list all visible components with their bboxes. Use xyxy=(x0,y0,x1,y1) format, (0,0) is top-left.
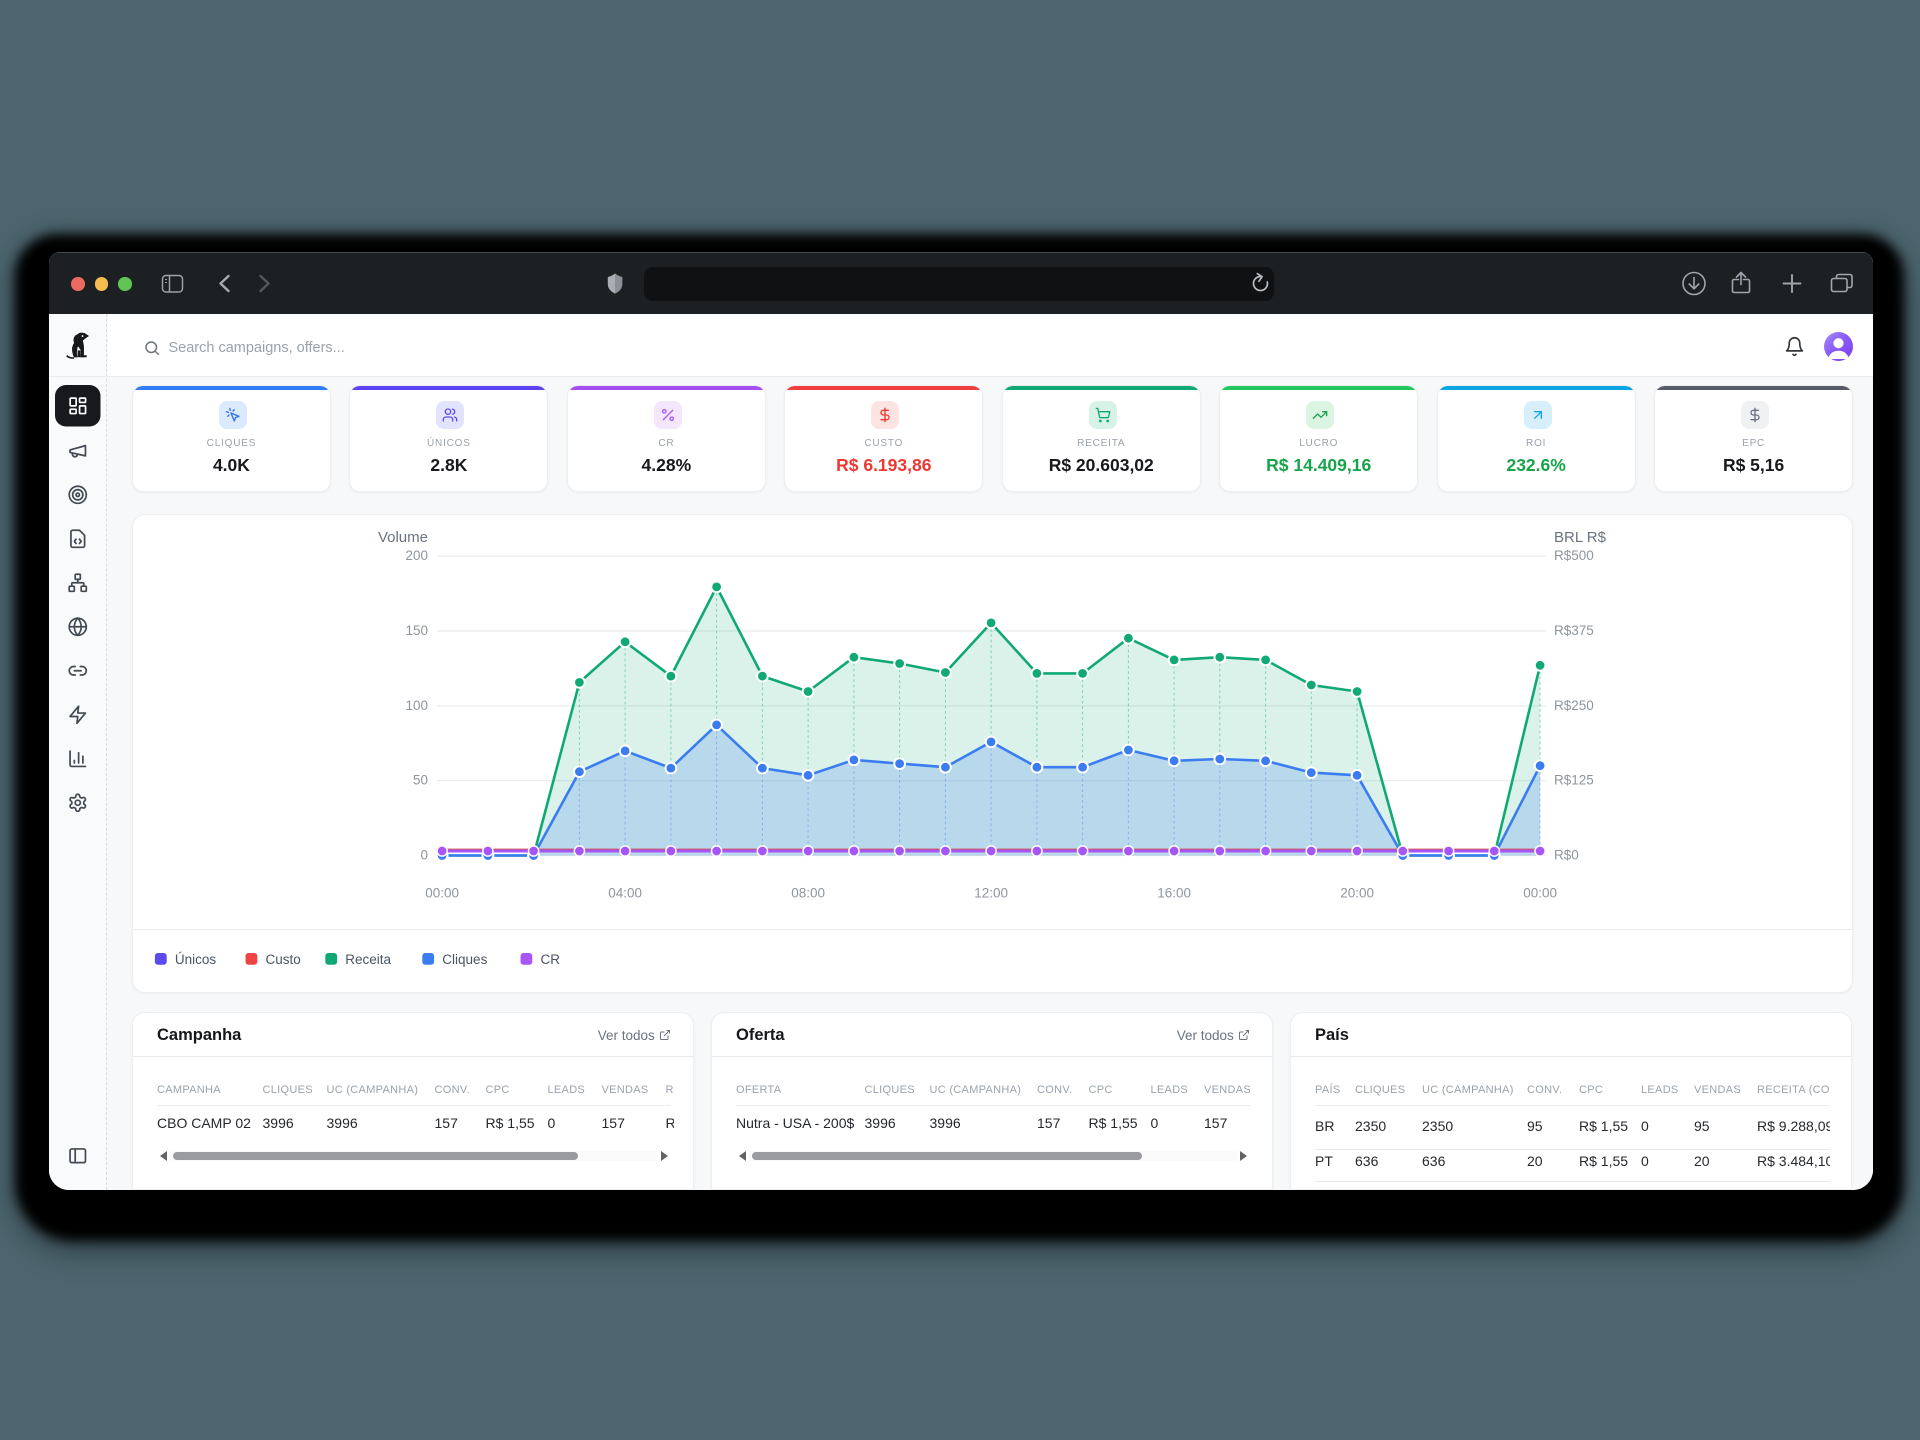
svg-text:100: 100 xyxy=(405,698,428,713)
svg-text:R$375: R$375 xyxy=(1554,623,1594,638)
svg-text:00:00: 00:00 xyxy=(1523,886,1557,901)
svg-text:CR: CR xyxy=(541,952,561,967)
svg-text:200: 200 xyxy=(405,548,428,563)
svg-text:R$0: R$0 xyxy=(1554,848,1579,863)
svg-text:Cliques: Cliques xyxy=(442,952,487,967)
svg-text:08:00: 08:00 xyxy=(791,886,825,901)
svg-text:150: 150 xyxy=(405,623,428,638)
svg-text:50: 50 xyxy=(413,773,428,788)
svg-text:20:00: 20:00 xyxy=(1340,886,1374,901)
svg-text:00:00: 00:00 xyxy=(425,886,459,901)
svg-text:R$250: R$250 xyxy=(1554,698,1594,713)
svg-text:12:00: 12:00 xyxy=(974,886,1008,901)
svg-text:Custo: Custo xyxy=(266,952,301,967)
svg-text:04:00: 04:00 xyxy=(608,886,642,901)
svg-text:R$500: R$500 xyxy=(1554,548,1594,563)
svg-text:16:00: 16:00 xyxy=(1157,886,1191,901)
svg-text:Receita: Receita xyxy=(345,952,391,967)
svg-text:0: 0 xyxy=(420,848,428,863)
svg-text:BRL R$: BRL R$ xyxy=(1554,529,1607,546)
svg-text:Volume: Volume xyxy=(378,529,428,546)
svg-text:Únicos: Únicos xyxy=(175,952,217,967)
svg-text:R$125: R$125 xyxy=(1554,773,1594,788)
